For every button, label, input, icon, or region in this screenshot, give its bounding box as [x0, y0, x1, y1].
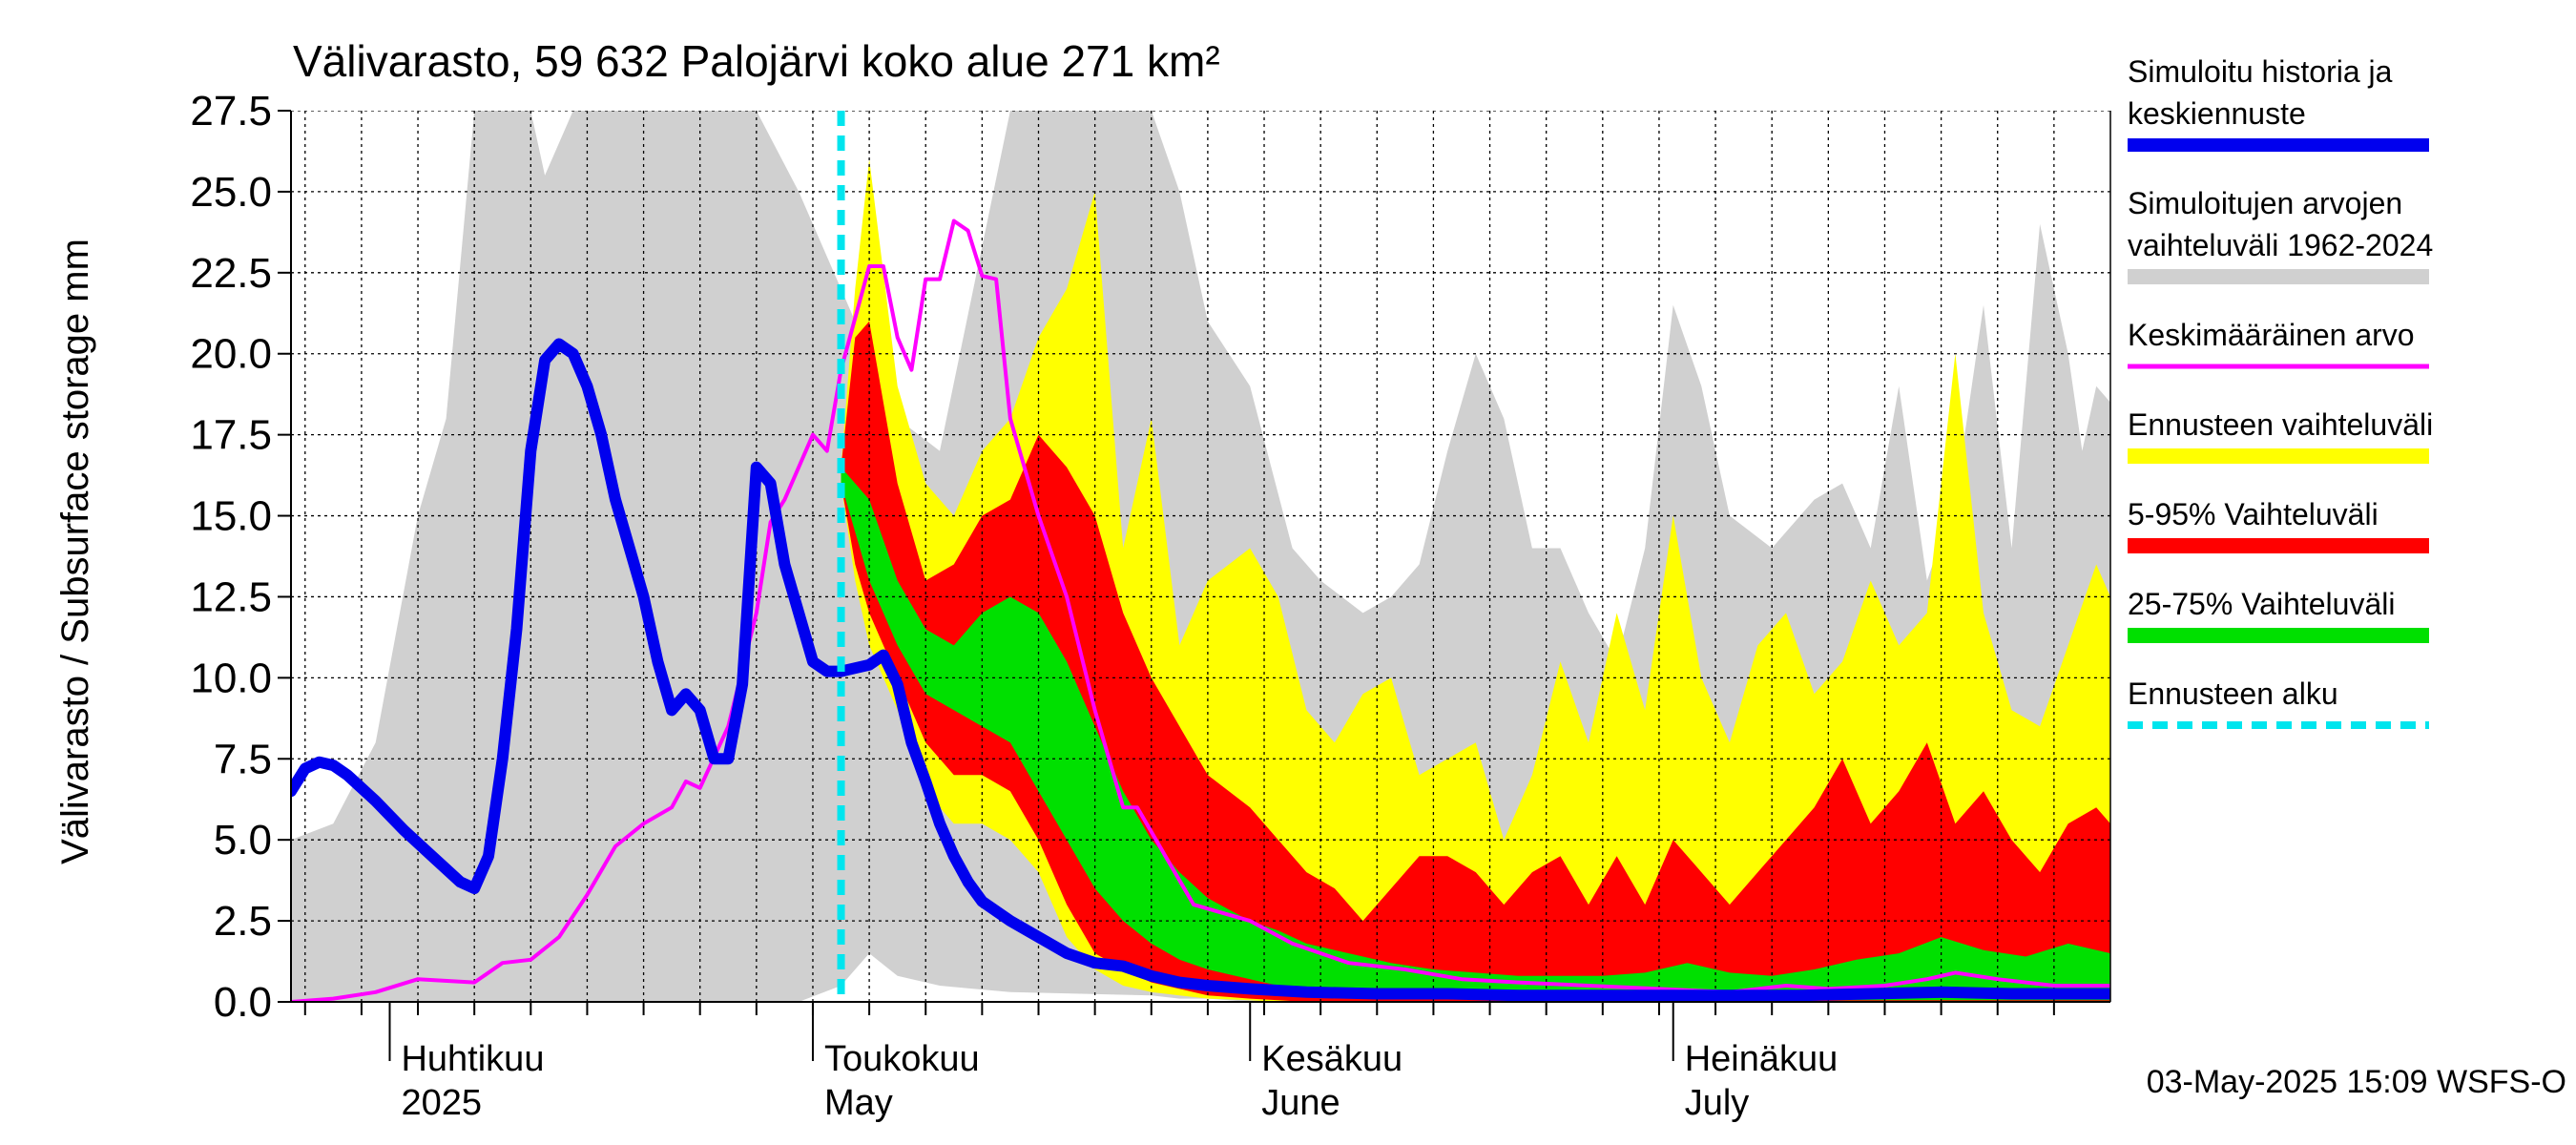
month-label-fi: Heinäkuu	[1685, 1039, 1839, 1079]
legend-label: vaihteluväli 1962-2024	[2128, 228, 2433, 262]
legend-label: Simuloitu historia ja	[2128, 54, 2393, 89]
month-label-fi: Kesäkuu	[1261, 1039, 1402, 1079]
y-tick-label: 5.0	[214, 817, 272, 864]
timestamp-footer: 03-May-2025 15:09 WSFS-O	[2147, 1064, 2566, 1100]
y-axis-label: Välivarasto / Subsurface storage mm	[54, 239, 96, 864]
chart-title: Välivarasto, 59 632 Palojärvi koko alue …	[293, 36, 1220, 86]
legend-label: Keskimääräinen arvo	[2128, 318, 2415, 352]
mean-line	[291, 219, 2110, 1002]
legend-label: 5-95% Vaihteluväli	[2128, 497, 2379, 531]
band-25-75-vaihteluv-li	[841, 467, 2110, 1001]
y-tick-label: 12.5	[190, 573, 272, 620]
legend-label: Simuloitujen arvojen	[2128, 186, 2402, 220]
month-label-fi: Huhtikuu	[401, 1039, 544, 1079]
month-label-fi: Toukokuu	[824, 1039, 980, 1079]
legend-label: keskiennuste	[2128, 96, 2306, 131]
y-tick-label: 15.0	[190, 493, 272, 540]
plot-area	[291, 111, 2110, 1002]
month-label-en: July	[1685, 1083, 1750, 1123]
legend-label: Ennusteen vaihteluväli	[2128, 407, 2433, 442]
axes: 0.0 2.5 5.0 7.5 10.0 12.5 15.0 17.5 20.0 22.5 25.0…	[190, 88, 2111, 1123]
month-label-en: May	[824, 1083, 893, 1123]
y-tick-label: 25.0	[190, 169, 272, 216]
y-tick-label: 20.0	[190, 331, 272, 378]
legend-label: 25-75% Vaihteluväli	[2128, 587, 2395, 621]
band-5-95-vaihteluv-li	[841, 321, 2110, 1002]
y-tick-label: 2.5	[214, 898, 272, 945]
plot-series	[291, 111, 2110, 1002]
simulated-median-line	[291, 338, 2110, 1002]
month-label-en: 2025	[401, 1083, 482, 1123]
month-label-en: June	[1261, 1083, 1340, 1123]
y-tick-label: 10.0	[190, 655, 272, 701]
y-tick-label: 7.5	[214, 736, 272, 782]
legend-label: Ennusteen alku	[2128, 677, 2338, 711]
y-tick-label: 17.5	[190, 412, 272, 459]
legend: Simuloitu historia ja keskiennuste Simuloi…	[2128, 54, 2433, 729]
y-tick-label: 22.5	[190, 250, 272, 297]
gridlines	[291, 111, 2110, 1002]
y-tick-label: 0.0	[214, 979, 272, 1026]
y-tick-label: 27.5	[190, 88, 272, 135]
